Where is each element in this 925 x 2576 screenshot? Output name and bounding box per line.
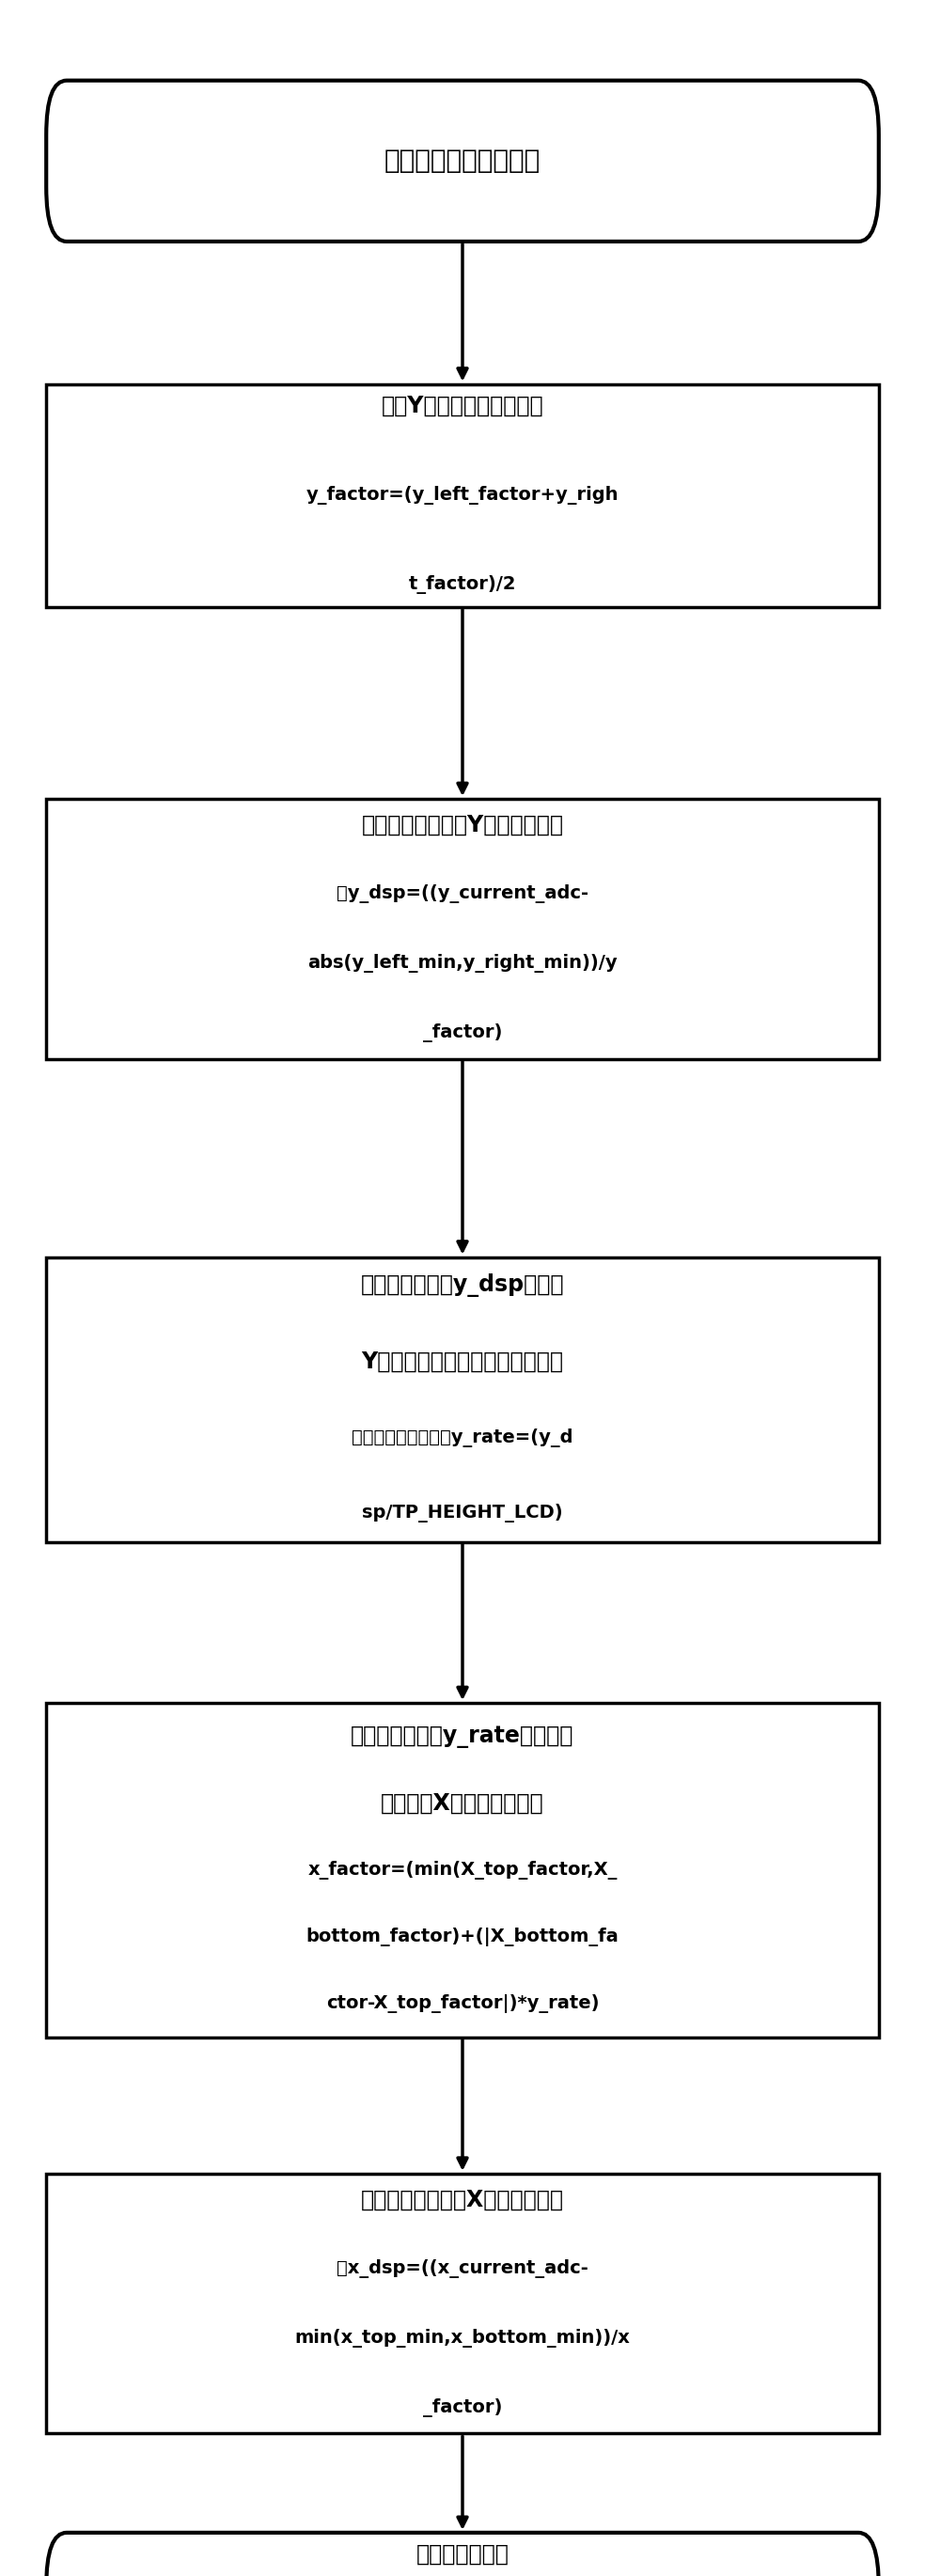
- Text: 触摸显示坐标变换处理: 触摸显示坐标变换处理: [385, 147, 540, 175]
- FancyBboxPatch shape: [46, 80, 879, 242]
- Text: _factor): _factor): [423, 1023, 502, 1043]
- Text: 转换处理结束，: 转换处理结束，: [416, 2543, 509, 2566]
- Text: _factor): _factor): [423, 2398, 502, 2416]
- FancyBboxPatch shape: [46, 1257, 879, 1543]
- Text: 数y_dsp=((y_current_adc-: 数y_dsp=((y_current_adc-: [337, 884, 588, 904]
- FancyBboxPatch shape: [46, 2532, 879, 2576]
- Text: 前动态的X轴匹配比例因子: 前动态的X轴匹配比例因子: [381, 1793, 544, 1814]
- Text: 利用已经算出的y_dsp计算出: 利用已经算出的y_dsp计算出: [361, 1273, 564, 1298]
- Text: 计算Y轴动态匹配比例因子: 计算Y轴动态匹配比例因子: [381, 394, 544, 417]
- Text: 按算法公式计算出Y轴显示坐标参: 按算法公式计算出Y轴显示坐标参: [362, 814, 563, 837]
- Text: 的线性变化大小参量y_rate=(y_d: 的线性变化大小参量y_rate=(y_d: [352, 1427, 574, 1448]
- Text: 按算法公式计算出X轴显示坐标参: 按算法公式计算出X轴显示坐标参: [361, 2187, 564, 2210]
- Text: t_factor)/2: t_factor)/2: [409, 574, 516, 595]
- Text: ctor-X_top_factor|)*y_rate): ctor-X_top_factor|)*y_rate): [326, 1994, 599, 2014]
- FancyBboxPatch shape: [46, 799, 879, 1059]
- Text: 利用已经算出的y_rate计算出当: 利用已经算出的y_rate计算出当: [351, 1726, 574, 1747]
- Text: min(x_top_min,x_bottom_min))/x: min(x_top_min,x_bottom_min))/x: [295, 2329, 630, 2347]
- FancyBboxPatch shape: [46, 2174, 879, 2434]
- FancyBboxPatch shape: [46, 1703, 879, 2038]
- Text: Y轴传输线路上当前触摸点的对应: Y轴传输线路上当前触摸点的对应: [362, 1350, 563, 1373]
- Text: abs(y_left_min,y_right_min))/y: abs(y_left_min,y_right_min))/y: [308, 953, 617, 974]
- Text: x_factor=(min(X_top_factor,X_: x_factor=(min(X_top_factor,X_: [308, 1860, 617, 1880]
- Text: bottom_factor)+(|X_bottom_fa: bottom_factor)+(|X_bottom_fa: [306, 1927, 619, 1947]
- Text: sp/TP_HEIGHT_LCD): sp/TP_HEIGHT_LCD): [362, 1504, 563, 1522]
- FancyBboxPatch shape: [46, 384, 879, 608]
- Text: y_factor=(y_left_factor+y_righ: y_factor=(y_left_factor+y_righ: [306, 487, 619, 505]
- Text: 数x_dsp=((x_current_adc-: 数x_dsp=((x_current_adc-: [337, 2259, 588, 2277]
